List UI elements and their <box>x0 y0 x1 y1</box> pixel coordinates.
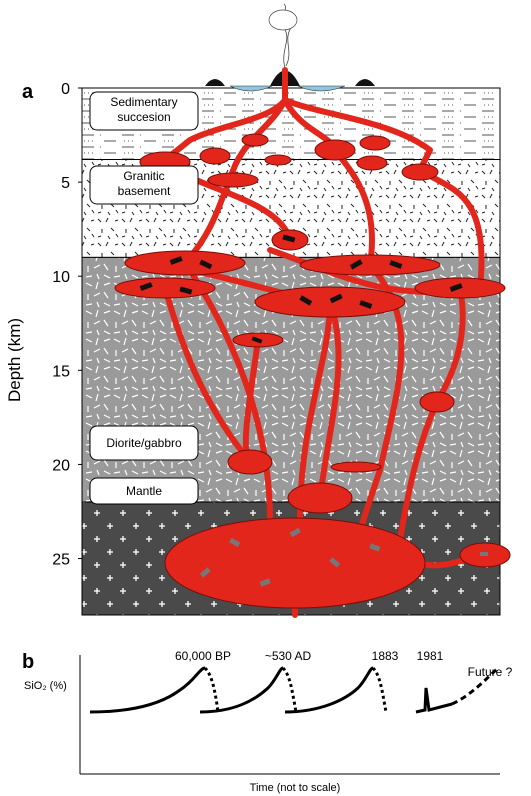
y-tick-label: 10 <box>52 269 70 286</box>
y-tick-label: 5 <box>61 175 70 192</box>
layer-label: Sedimentary succesion <box>110 95 177 124</box>
y-tick-label: 25 <box>52 552 70 569</box>
panel-label: a <box>22 81 34 103</box>
panel-label: b <box>22 651 34 673</box>
label-box <box>89 165 199 205</box>
layer-label: Diorite/gabbro <box>106 436 182 450</box>
depth-ticks: 0 5 10 15 20 25 <box>52 81 82 569</box>
layer-label: Granitic basement <box>118 169 171 198</box>
axis-title: Depth (km) <box>5 318 24 402</box>
event-label: 1981 <box>417 649 444 663</box>
sio2-curves <box>79 655 500 775</box>
event-label: Future ? <box>468 665 513 679</box>
y-label: SiO₂ (%) <box>24 680 67 692</box>
volcano <box>205 3 375 92</box>
layer-labels: Sedimentary succesion Granitic basement Dior… <box>89 91 199 505</box>
event-label: 1883 <box>372 649 399 663</box>
label-box <box>89 425 199 461</box>
event-label: 60,000 BP <box>175 649 231 663</box>
y-tick-label: 20 <box>52 457 70 474</box>
label-box <box>89 477 199 505</box>
y-tick-label: 0 <box>61 81 70 98</box>
y-tick-label: 15 <box>52 363 70 380</box>
layer-label: Mantle <box>126 484 162 498</box>
event-labels: 60,000 BP ~530 AD 1883 1981 Future ? <box>175 649 513 679</box>
event-label: ~530 AD <box>265 649 312 663</box>
label-box <box>89 91 199 131</box>
x-label: Time (not to scale) <box>250 782 341 794</box>
